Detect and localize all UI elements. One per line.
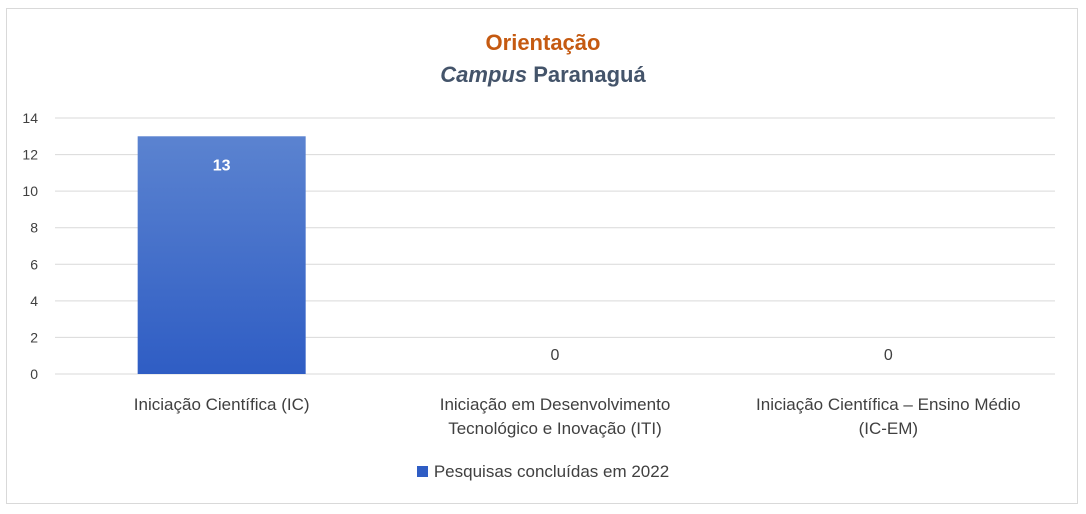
data-labels: 13 0 0 — [213, 157, 893, 364]
data-label-0: 13 — [213, 157, 231, 174]
legend: Pesquisas concluídas em 2022 — [0, 462, 1086, 482]
y-tick-label-0: 0 — [30, 366, 38, 382]
x-tick-label-2-1: (IC-EM) — [859, 419, 918, 438]
y-tick-label-10: 10 — [22, 183, 38, 199]
y-tick-label-2: 2 — [30, 329, 38, 345]
bars — [137, 136, 306, 374]
chart-subtitle-rest: Paranaguá — [527, 62, 646, 87]
chart-title: Orientação — [0, 30, 1086, 56]
x-tick-label-0-0: Iniciação Científica (IC) — [134, 395, 310, 414]
legend-label: Pesquisas concluídas em 2022 — [433, 462, 670, 481]
y-tick-label-6: 6 — [30, 256, 38, 272]
chart-title-text: Orientação — [485, 30, 601, 55]
legend-swatch — [416, 466, 428, 477]
y-tick-label-8: 8 — [30, 220, 38, 236]
data-label-1: 0 — [551, 347, 560, 364]
chart-subtitle: Campus Paranaguá — [0, 62, 1086, 88]
data-label-2: 0 — [884, 347, 893, 364]
chart-subtitle-italic: Campus — [440, 62, 528, 87]
y-tick-label-4: 4 — [30, 293, 38, 309]
y-tick-label-12: 12 — [22, 147, 38, 163]
bar-0 — [137, 136, 306, 374]
x-tick-label-1-0: Iniciação em Desenvolvimento — [440, 395, 671, 414]
x-tick-label-2-0: Iniciação Científica – Ensino Médio — [756, 395, 1021, 414]
x-axis: Iniciação Científica (IC) Iniciação em De… — [134, 395, 1021, 438]
x-tick-label-1-1: Tecnológico e Inovação (ITI) — [448, 419, 662, 438]
y-axis: 0 2 4 6 8 10 12 14 — [22, 110, 38, 382]
y-tick-label-14: 14 — [22, 110, 38, 126]
